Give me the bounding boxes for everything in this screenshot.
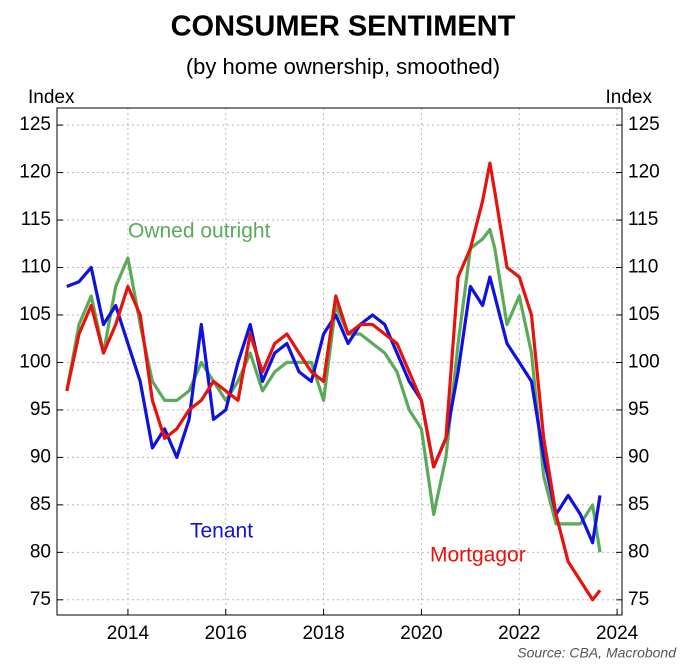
x-tick-label: 2020 [400,623,442,644]
y-tick-label: 100 [19,351,51,372]
y-tick-label: 80 [30,541,51,562]
chart-subtitle: (by home ownership, smoothed) [186,54,500,79]
y2-tick-label: 110 [628,257,658,278]
y2-tick-label: 105 [628,304,660,325]
y2-tick-label: 85 [628,494,649,515]
y-tick-label: 120 [19,162,51,183]
x-tick-label: 2016 [205,623,247,644]
y2-tick-label: 125 [628,114,660,135]
chart-title: CONSUMER SENTIMENT [171,11,516,43]
y2-tick-label: 100 [628,351,660,372]
source: Source: CBA, Macrobond [517,645,677,661]
y2-tick-label: 80 [628,541,649,562]
y2-tick-label: 75 [628,589,649,610]
y2-tick-label: 90 [628,446,649,467]
y-tick-label: 110 [21,257,51,278]
x-tick-label: 2018 [302,623,344,644]
x-tick-label: 2024 [596,623,639,644]
y-axis-label: Index [28,87,75,108]
x-tick-label: 2014 [107,623,150,644]
y-tick-label: 75 [30,589,51,610]
y-tick-label: 105 [19,304,51,325]
y2-tick-label: 120 [628,162,660,183]
y-tick-label: 125 [19,114,51,135]
y-tick-label: 95 [30,399,51,420]
y-tick-label: 85 [30,494,51,515]
plot-frame [56,107,623,616]
series-label: Tenant [190,520,253,543]
y2-tick-label: 115 [628,209,658,230]
series-line [65,161,602,602]
y-tick-label: 90 [30,446,51,467]
series-line [66,265,602,545]
y-tick-label: 115 [21,209,51,230]
x-tick-label: 2022 [498,623,540,644]
y2-tick-label: 95 [628,399,649,420]
series-label: Mortgagor [430,544,526,567]
series-label: Owned outright [128,220,271,243]
y2-axis-label: Index [606,87,653,108]
